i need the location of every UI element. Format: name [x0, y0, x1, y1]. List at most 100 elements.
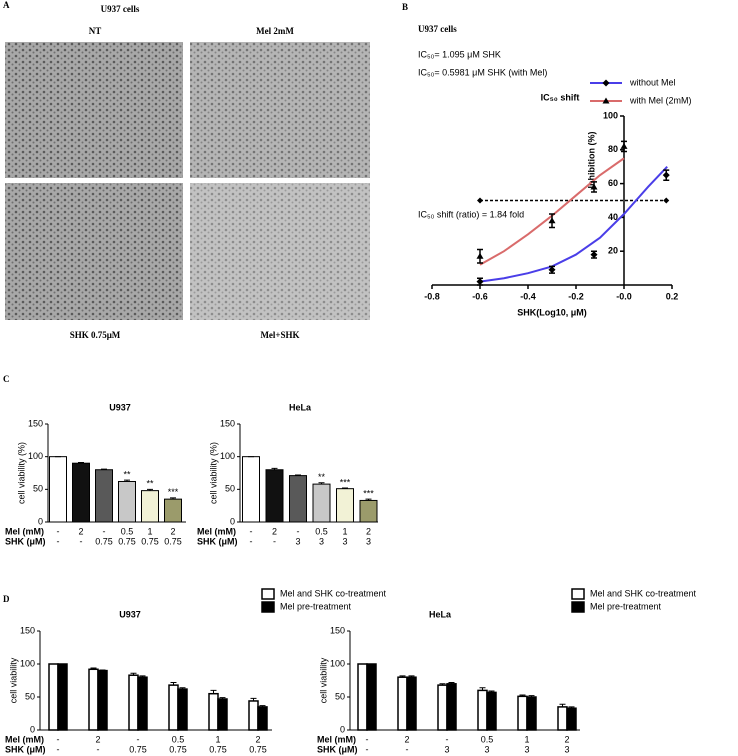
- error-bar: [448, 681, 455, 684]
- table-cell: -: [250, 536, 253, 546]
- micrograph: [190, 183, 370, 320]
- bar: [141, 490, 159, 523]
- y-axis-label: cell viability: [318, 657, 328, 703]
- table-cell: 2: [170, 526, 175, 536]
- table-row-label: SHK (μM): [5, 744, 46, 754]
- error-bar: [170, 681, 177, 686]
- error-bar: [479, 687, 486, 691]
- error-bar: [99, 669, 106, 671]
- table-cell: 3: [295, 536, 300, 546]
- table-cell: -: [137, 734, 140, 744]
- chart-subtitle: U937 cells: [418, 24, 457, 34]
- table-cell: 0.75: [249, 744, 267, 754]
- data-point: [590, 251, 598, 259]
- significance: ***: [340, 477, 351, 487]
- table-cell: 0.5: [481, 734, 494, 744]
- error-bar: [90, 667, 97, 670]
- x-tick-label: -0.0: [616, 291, 632, 301]
- data-point: [548, 266, 556, 274]
- table-cell: -: [80, 536, 83, 546]
- error-bar: [147, 488, 153, 491]
- error-bar: [488, 690, 495, 693]
- bar: [312, 483, 331, 523]
- table-cell: 0.75: [129, 744, 147, 754]
- table-cell: 2: [255, 734, 260, 744]
- table-cell: 1: [342, 526, 347, 536]
- table-cell: 0.5: [315, 526, 328, 536]
- significance: **: [146, 479, 154, 489]
- bar: [95, 469, 113, 523]
- table-cell: 3: [564, 744, 569, 754]
- image-label: Mel+SHK: [260, 330, 299, 340]
- bar: [88, 668, 99, 731]
- error-bar: [170, 497, 176, 500]
- y-tick-label: 50: [25, 691, 35, 701]
- annotation: IC₅₀= 1.095 μM SHK: [418, 49, 501, 59]
- error-bar: [250, 697, 257, 701]
- legend-label: without Mel: [629, 77, 676, 87]
- table-row-label: Mel (mM): [197, 526, 236, 536]
- error-bar: [408, 675, 415, 678]
- bar: [437, 684, 448, 731]
- y-tick-label: 40: [608, 212, 618, 222]
- x-tick-label: -0.6: [472, 291, 488, 301]
- bar: [97, 669, 108, 731]
- y-tick-label: 20: [608, 246, 618, 256]
- chart-title: U937: [119, 609, 141, 619]
- micrograph: [5, 42, 183, 178]
- table-cell: -: [250, 526, 253, 536]
- x-axis-label: SHK(Log10, μM): [517, 307, 587, 317]
- bar: [289, 475, 307, 523]
- y-tick-label: 150: [220, 418, 235, 428]
- bar: [486, 691, 497, 731]
- table-cell: 3: [444, 744, 449, 754]
- y-tick-label: 100: [20, 658, 35, 668]
- panel-label: A: [3, 0, 10, 10]
- significance: ***: [168, 487, 179, 497]
- table-row-label: Mel (mM): [5, 734, 44, 744]
- bar: [242, 456, 260, 523]
- table-cell: -: [366, 734, 369, 744]
- panel-label: B: [402, 2, 408, 12]
- table-row-label: SHK (μM): [5, 536, 46, 546]
- y-tick-label: 0: [340, 724, 345, 734]
- table-cell: 0.5: [121, 526, 134, 536]
- table-cell: 0.75: [209, 744, 227, 754]
- reference-point: [663, 197, 670, 204]
- table-cell: 2: [564, 734, 569, 744]
- error-bar: [568, 706, 575, 709]
- bar: [177, 688, 188, 731]
- y-tick-label: 0: [30, 724, 35, 734]
- table-cell: 0.75: [118, 536, 136, 546]
- table-cell: -: [446, 734, 449, 744]
- table-row-label: Mel (mM): [5, 526, 44, 536]
- error-bar: [130, 672, 137, 676]
- error-bar: [210, 689, 217, 694]
- significance: **: [123, 470, 131, 480]
- panel-a-title: U937 cells: [101, 4, 140, 14]
- y-axis-label: cell viability (%): [208, 442, 218, 504]
- y-axis-label: Inhibition (%): [586, 132, 596, 189]
- chart-title: HeLa: [429, 609, 452, 619]
- bar: [248, 700, 259, 731]
- data-point: [590, 183, 598, 190]
- error-bar: [365, 498, 372, 501]
- error-bar: [219, 697, 226, 699]
- y-tick-label: 50: [33, 484, 43, 494]
- image-label: Mel 2mM: [256, 26, 294, 36]
- image-label: NT: [89, 26, 102, 36]
- error-bar: [271, 467, 278, 470]
- chart-title: HeLa: [289, 402, 312, 412]
- table-cell: 0.75: [95, 536, 113, 546]
- table-cell: 0.75: [169, 744, 187, 754]
- y-tick-label: 80: [608, 144, 618, 154]
- table-cell: 0.75: [141, 536, 159, 546]
- error-bar: [295, 474, 301, 476]
- y-axis-label: cell viability: [8, 657, 18, 703]
- significance: ***: [363, 489, 374, 499]
- x-tick-label: -0.2: [568, 291, 584, 301]
- bar: [446, 683, 457, 731]
- legend-label: Mel pre-treatment: [590, 601, 662, 611]
- bar: [265, 469, 284, 523]
